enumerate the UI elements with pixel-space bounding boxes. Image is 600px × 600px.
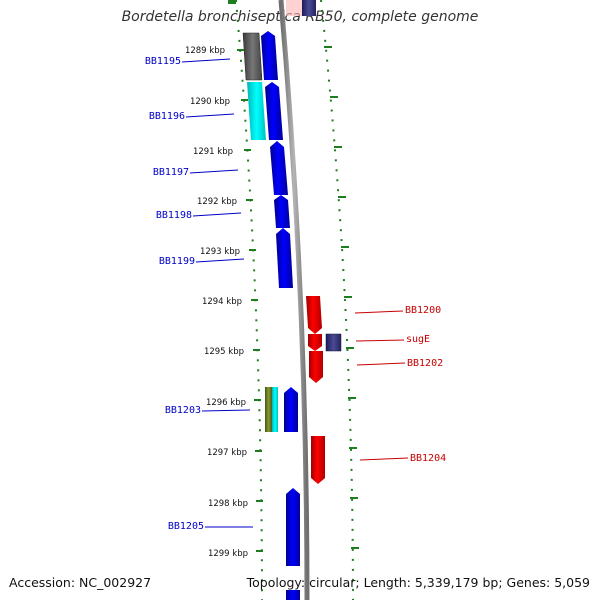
gene-bb1203-arrow	[284, 387, 298, 432]
label-bb1200[interactable]: BB1200	[354, 305, 441, 316]
gene-label[interactable]: BB1202	[407, 358, 443, 369]
tick-1296: 1296 kbp	[206, 398, 261, 408]
gene-bb1195-arrow	[261, 31, 278, 80]
tick-1289: 1289 kbp	[185, 46, 244, 56]
gene-label[interactable]: BB1195	[145, 56, 181, 67]
gene-label[interactable]: BB1198	[156, 210, 192, 221]
gene-label[interactable]: BB1205	[168, 521, 204, 532]
gene-label[interactable]: BB1204	[410, 453, 446, 464]
gene-bb1205-arrow	[286, 488, 300, 566]
tick-label: 1292 kbp	[197, 197, 237, 207]
tick-label: 1295 kbp	[204, 347, 244, 357]
genome-summary-text: Topology: circular; Length: 5,339,179 bp…	[246, 575, 590, 590]
tick-1290: 1290 kbp	[190, 97, 248, 107]
gene-fragment-top	[228, 0, 236, 4]
tick-label: 1293 kbp	[200, 247, 240, 257]
gene-label[interactable]: BB1196	[149, 111, 185, 122]
gene-bb1203-olive	[265, 387, 272, 432]
tick-label: 1291 kbp	[193, 147, 233, 157]
tick-1293: 1293 kbp	[200, 247, 256, 257]
tick-1294: 1294 kbp	[202, 297, 258, 307]
tick-label: 1296 kbp	[206, 398, 246, 408]
genome-backbone	[278, 0, 310, 600]
gene-bb1198-arrow	[274, 195, 290, 228]
tick-1292: 1292 kbp	[197, 197, 253, 207]
gene-label[interactable]: BB1197	[153, 167, 189, 178]
label-bb1195[interactable]: BB1195	[145, 56, 231, 67]
label-bb1202[interactable]: BB1202	[356, 358, 443, 369]
gene-fragment-bottom	[286, 590, 300, 600]
tick-label: 1289 kbp	[185, 46, 225, 56]
label-bb1198[interactable]: BB1198	[156, 210, 242, 221]
gene-bb1199-arrow	[276, 228, 293, 288]
outer-ticks	[324, 46, 359, 549]
gene-label[interactable]: BB1200	[405, 305, 441, 316]
label-bb1197[interactable]: BB1197	[153, 167, 239, 178]
accession-text: Accession: NC_002927	[9, 575, 152, 590]
gene-bb1195-grey	[242, 32, 263, 81]
label-suge[interactable]: sugE	[355, 334, 430, 345]
tick-label: 1297 kbp	[207, 448, 247, 458]
gene-bb1196-arrow	[265, 82, 283, 140]
tick-1295: 1295 kbp	[204, 347, 260, 357]
gene-bb1202-arrow	[309, 351, 323, 383]
tick-1297: 1297 kbp	[207, 448, 262, 458]
gene-fragment-top-red	[286, 0, 302, 16]
gene-bb1204-arrow	[311, 436, 325, 484]
gene-suge-arrow	[308, 334, 322, 351]
tick-label: 1290 kbp	[190, 97, 230, 107]
label-bb1199[interactable]: BB1199	[159, 256, 245, 267]
tick-label: 1298 kbp	[208, 499, 248, 509]
outer-dotted-arc	[320, 0, 354, 600]
tick-1291: 1291 kbp	[193, 147, 251, 157]
label-bb1204[interactable]: BB1204	[359, 453, 446, 464]
gene-bb1200-arrow	[306, 296, 322, 334]
gene-label[interactable]: BB1203	[165, 405, 201, 416]
tick-label: 1294 kbp	[202, 297, 242, 307]
label-bb1205[interactable]: BB1205	[168, 521, 253, 532]
tick-1298: 1298 kbp	[208, 499, 263, 509]
tick-1299: 1299 kbp	[208, 549, 263, 559]
gene-bb1203-cyan	[272, 387, 278, 432]
gene-fragment-top-navy	[302, 0, 316, 16]
label-bb1196[interactable]: BB1196	[149, 111, 235, 122]
gene-label[interactable]: sugE	[406, 334, 430, 345]
label-bb1203[interactable]: BB1203	[165, 405, 251, 416]
gene-suge-navy	[325, 333, 342, 352]
gene-bb1196-cyan	[247, 82, 266, 140]
gene-label[interactable]: BB1199	[159, 256, 195, 267]
tick-label: 1299 kbp	[208, 549, 248, 559]
map-title: Bordetella bronchiseptica RB50, complete…	[121, 9, 479, 25]
gene-bb1197-arrow	[270, 141, 288, 195]
